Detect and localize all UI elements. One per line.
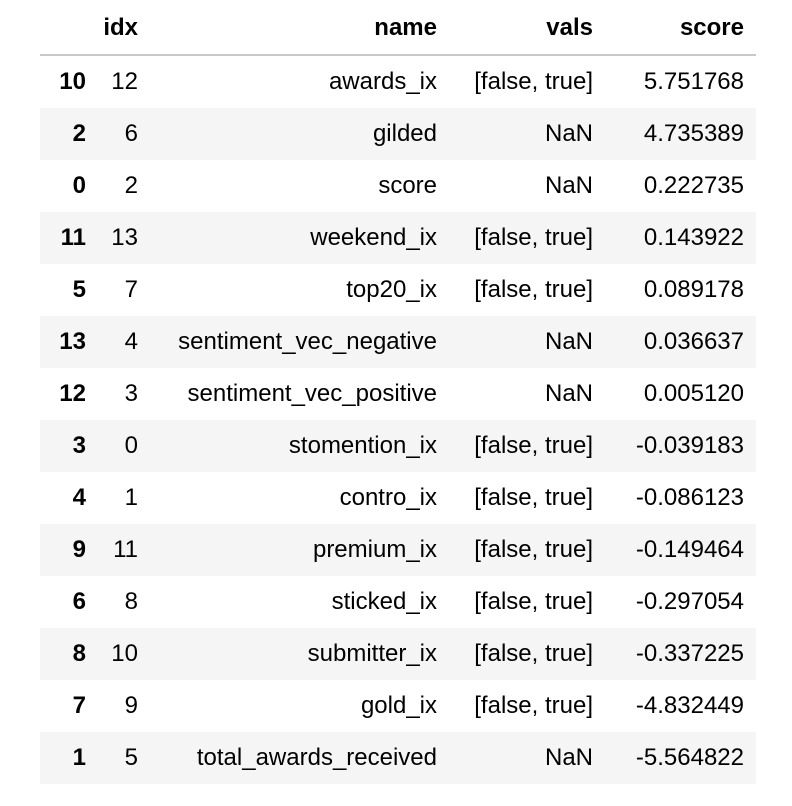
score-cell: 0.005120 bbox=[643, 380, 744, 407]
row-index-cell: 1 bbox=[72, 744, 86, 771]
dataframe-table: idx name vals score 10 12 awards_ix [false,… bbox=[40, 2, 756, 784]
score-cell: 4.735389 bbox=[643, 120, 744, 147]
table-row: 2 6 gilded NaN 4.735389 bbox=[40, 108, 756, 160]
score-cell: -0.337225 bbox=[635, 640, 744, 667]
vals-cell: [false, true] bbox=[474, 68, 593, 95]
table-row: 11 13 weekend_ix [false, true] 0.143922 bbox=[40, 212, 756, 264]
column-header-idx: idx bbox=[98, 2, 150, 56]
vals-cell: NaN bbox=[544, 120, 593, 147]
idx-cell: 9 bbox=[124, 692, 138, 719]
row-index-cell: 2 bbox=[72, 120, 86, 147]
table-row: 8 10 submitter_ix [false, true] -0.337225 bbox=[40, 628, 756, 680]
vals-cell: [false, true] bbox=[474, 588, 593, 615]
row-index-cell: 6 bbox=[72, 588, 86, 615]
idx-cell: 11 bbox=[113, 536, 138, 563]
idx-cell: 7 bbox=[124, 276, 138, 303]
table-row: 9 11 premium_ix [false, true] -0.149464 bbox=[40, 524, 756, 576]
column-header-name: name bbox=[150, 2, 449, 56]
score-cell: 0.222735 bbox=[643, 172, 744, 199]
name-cell: sentiment_vec_positive bbox=[187, 380, 437, 407]
name-cell: weekend_ix bbox=[310, 224, 437, 251]
idx-cell: 1 bbox=[124, 484, 138, 511]
table-row: 3 0 stomention_ix [false, true] -0.039183 bbox=[40, 420, 756, 472]
table-row: 4 1 contro_ix [false, true] -0.086123 bbox=[40, 472, 756, 524]
name-cell: total_awards_received bbox=[196, 744, 437, 771]
score-cell: 0.089178 bbox=[643, 276, 744, 303]
table-body: 10 12 awards_ix [false, true] 5.751768 2 6 gild… bbox=[40, 55, 756, 784]
table-row: 5 7 top20_ix [false, true] 0.089178 bbox=[40, 264, 756, 316]
row-index-cell: 0 bbox=[72, 172, 86, 199]
row-index-cell: 13 bbox=[59, 328, 86, 355]
vals-cell: NaN bbox=[544, 380, 593, 407]
row-index-cell: 12 bbox=[59, 380, 86, 407]
idx-cell: 10 bbox=[111, 640, 138, 667]
table-row: 12 3 sentiment_vec_positive NaN 0.005120 bbox=[40, 368, 756, 420]
table-row: 10 12 awards_ix [false, true] 5.751768 bbox=[40, 55, 756, 108]
row-index-cell: 4 bbox=[72, 484, 86, 511]
vals-cell: [false, true] bbox=[474, 640, 593, 667]
table-row: 0 2 score NaN 0.222735 bbox=[40, 160, 756, 212]
score-cell: -0.086123 bbox=[635, 484, 744, 511]
score-cell: 0.143922 bbox=[643, 224, 744, 251]
header-row: idx name vals score bbox=[40, 2, 756, 56]
idx-cell: 6 bbox=[124, 120, 138, 147]
dataframe-output: idx name vals score 10 12 awards_ix [false,… bbox=[40, 2, 756, 784]
score-cell: 5.751768 bbox=[643, 68, 744, 95]
row-index-cell: 5 bbox=[72, 276, 86, 303]
vals-cell: [false, true] bbox=[474, 432, 593, 459]
name-cell: premium_ix bbox=[312, 536, 437, 563]
name-cell: sentiment_vec_negative bbox=[178, 328, 437, 355]
table-header: idx name vals score bbox=[40, 2, 756, 56]
idx-cell: 3 bbox=[124, 380, 138, 407]
score-cell: 0.036637 bbox=[643, 328, 744, 355]
name-cell: gilded bbox=[372, 120, 437, 147]
score-cell: -0.149464 bbox=[635, 536, 744, 563]
table-row: 1 5 total_awards_received NaN -5.564822 bbox=[40, 732, 756, 784]
column-header-index bbox=[40, 2, 98, 56]
vals-cell: NaN bbox=[544, 744, 593, 771]
name-cell: gold_ix bbox=[360, 692, 437, 719]
idx-cell: 2 bbox=[124, 172, 138, 199]
table-row: 13 4 sentiment_vec_negative NaN 0.036637 bbox=[40, 316, 756, 368]
name-cell: stomention_ix bbox=[288, 432, 437, 459]
vals-cell: [false, true] bbox=[474, 536, 593, 563]
name-cell: contro_ix bbox=[339, 484, 437, 511]
idx-cell: 0 bbox=[124, 432, 138, 459]
row-index-cell: 10 bbox=[59, 68, 86, 95]
score-cell: -0.297054 bbox=[635, 588, 744, 615]
idx-cell: 8 bbox=[124, 588, 138, 615]
name-cell: sticked_ix bbox=[331, 588, 437, 615]
idx-cell: 13 bbox=[111, 224, 138, 251]
vals-cell: NaN bbox=[544, 328, 593, 355]
name-cell: submitter_ix bbox=[307, 640, 437, 667]
row-index-cell: 3 bbox=[72, 432, 86, 459]
row-index-cell: 7 bbox=[72, 692, 86, 719]
row-index-cell: 8 bbox=[72, 640, 86, 667]
vals-cell: [false, true] bbox=[474, 484, 593, 511]
idx-cell: 12 bbox=[111, 68, 138, 95]
row-index-cell: 11 bbox=[60, 224, 86, 251]
name-cell: awards_ix bbox=[328, 68, 437, 95]
vals-cell: [false, true] bbox=[474, 692, 593, 719]
table-row: 6 8 sticked_ix [false, true] -0.297054 bbox=[40, 576, 756, 628]
score-cell: -0.039183 bbox=[635, 432, 744, 459]
idx-cell: 4 bbox=[124, 328, 138, 355]
table-row: 7 9 gold_ix [false, true] -4.832449 bbox=[40, 680, 756, 732]
name-cell: score bbox=[378, 172, 437, 199]
vals-cell: [false, true] bbox=[474, 224, 593, 251]
column-header-vals: vals bbox=[449, 2, 605, 56]
name-cell: top20_ix bbox=[346, 276, 437, 303]
row-index-cell: 9 bbox=[72, 536, 86, 563]
score-cell: -4.832449 bbox=[635, 692, 744, 719]
vals-cell: [false, true] bbox=[474, 276, 593, 303]
column-header-score: score bbox=[605, 2, 756, 56]
vals-cell: NaN bbox=[544, 172, 593, 199]
score-cell: -5.564822 bbox=[635, 744, 744, 771]
idx-cell: 5 bbox=[124, 744, 138, 771]
